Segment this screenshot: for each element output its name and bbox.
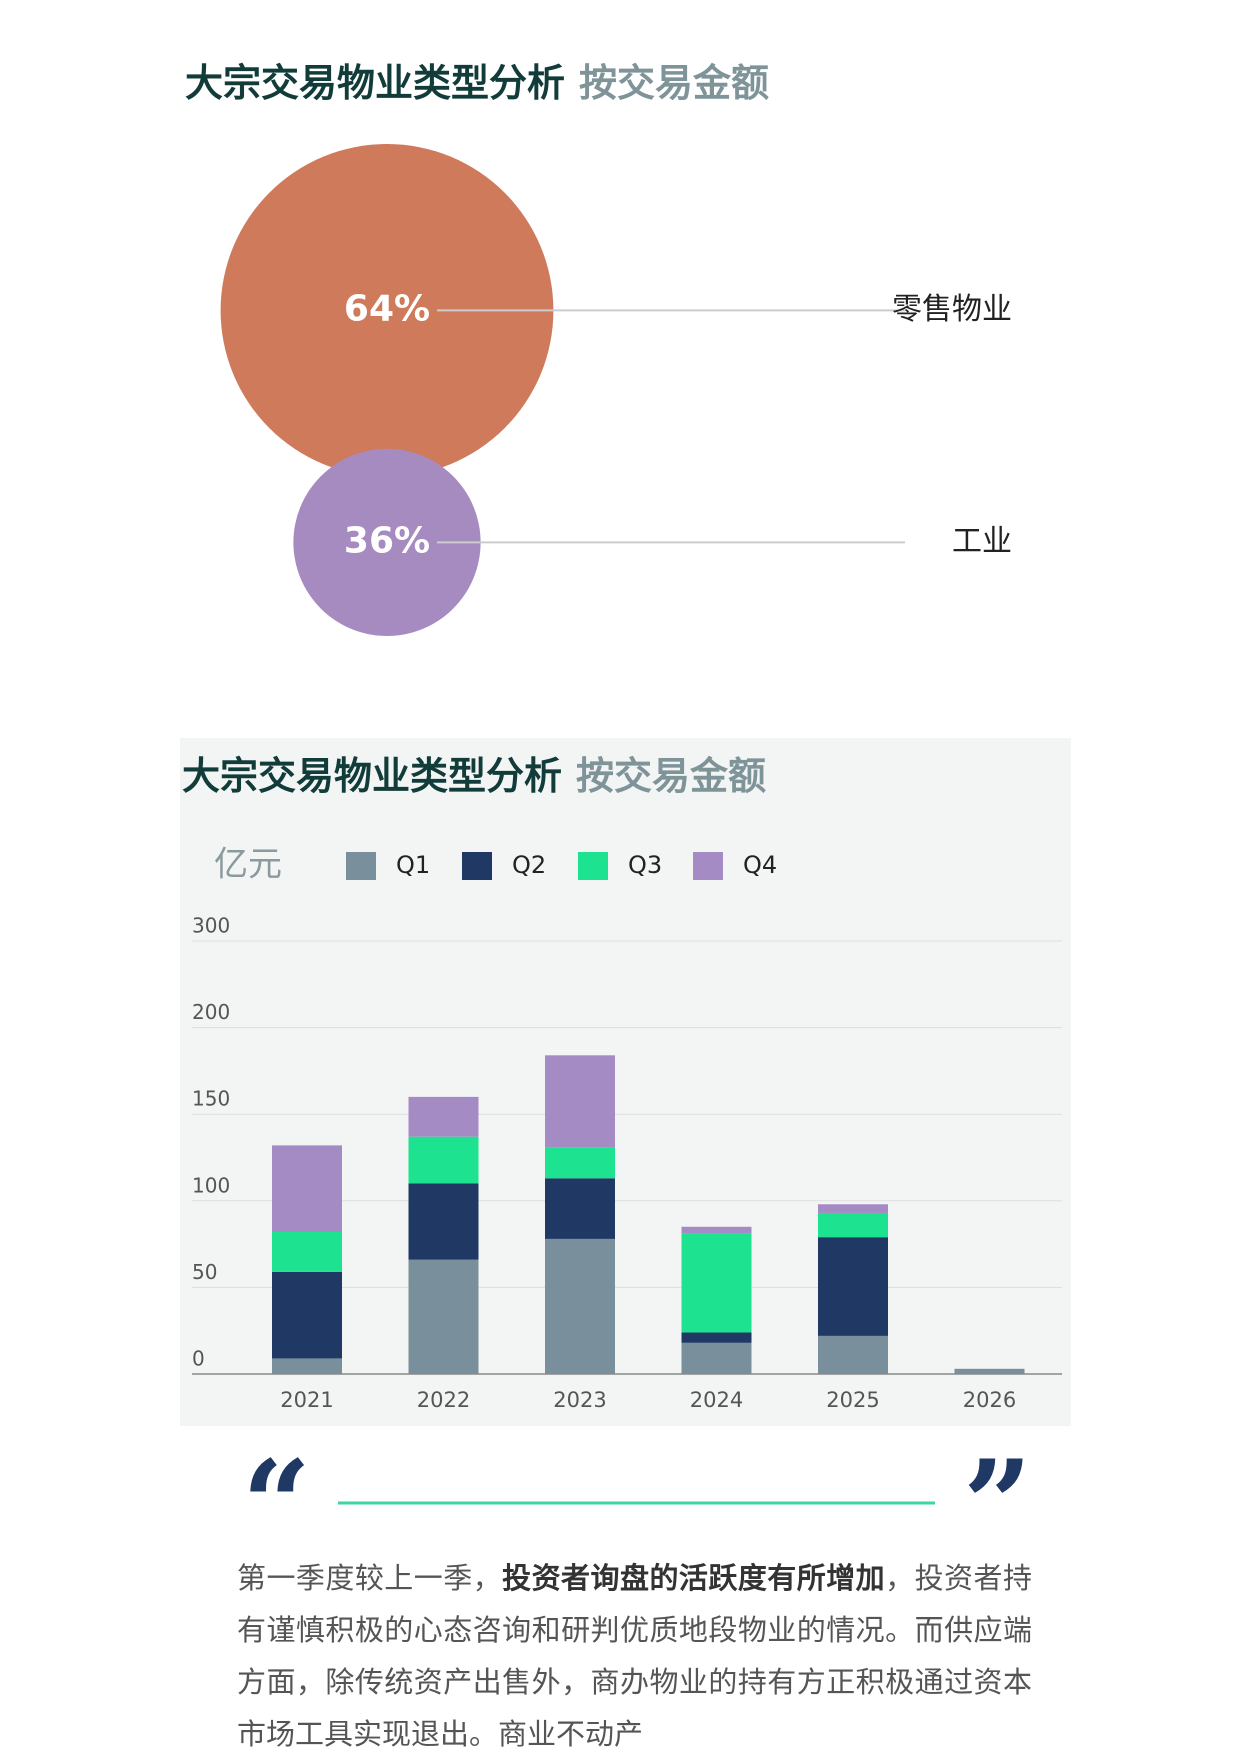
y-axis-label: 亿元 [214, 845, 282, 885]
bar [272, 1231, 342, 1272]
y-tick-label: 0 [192, 1347, 205, 1371]
bar [545, 1055, 615, 1148]
title: 大宗交易物业类型分析 [185, 61, 565, 105]
x-tick-label: 2025 [826, 1388, 879, 1412]
bar [818, 1204, 888, 1213]
bar [818, 1237, 888, 1336]
bubble [293, 448, 481, 636]
category-label: 工业 [952, 524, 1012, 559]
bar [818, 1212, 888, 1238]
bar [408, 1183, 479, 1260]
quote-close: ” [963, 1434, 1032, 1575]
subtitle: 按交易金额 [579, 61, 769, 105]
legend-swatch [578, 852, 608, 880]
legend-label: Q4 [743, 851, 777, 879]
category-label: 零售物业 [892, 292, 1012, 327]
legend-label: Q3 [628, 851, 662, 879]
value-label: 36% [344, 520, 430, 561]
x-tick-label: 2022 [417, 1388, 470, 1412]
bar [545, 1147, 615, 1179]
y-tick-label: 300 [192, 914, 230, 938]
paragraph-text: 投资者询盘的活跃度有所增加 [502, 1561, 886, 1595]
legend-swatch [693, 852, 723, 880]
bar [681, 1226, 752, 1234]
legend-swatch [346, 852, 376, 880]
subtitle: 按交易金额 [576, 754, 766, 798]
paragraph: 第一季度较上一季，投资者询盘的活跃度有所增加，投资者持有谨慎积极的心态咨询和研判… [237, 1552, 1032, 1760]
chart-title: 大宗交易物业类型分析 按交易金额 [182, 754, 766, 798]
bar [681, 1342, 752, 1374]
bar [408, 1259, 479, 1374]
x-tick-label: 2023 [553, 1388, 606, 1412]
bar [681, 1233, 752, 1333]
x-tick-label: 2021 [280, 1388, 333, 1412]
bar [272, 1271, 342, 1359]
bar [545, 1178, 615, 1239]
bar [545, 1238, 615, 1374]
bar [408, 1136, 479, 1184]
paragraph-text: ，投资者持有谨慎积极的心态咨询和研判优质地段物业的情况。而供应端方面，除传统资产… [237, 1561, 1032, 1751]
x-tick-label: 2024 [690, 1388, 743, 1412]
bar [681, 1332, 752, 1343]
title: 大宗交易物业类型分析 [182, 754, 562, 798]
bar [272, 1358, 342, 1374]
chart-title: 大宗交易物业类型分析 按交易金额 [185, 61, 769, 105]
y-tick-label: 200 [192, 1000, 230, 1024]
bar [408, 1096, 479, 1137]
y-tick-label: 100 [192, 1173, 230, 1197]
x-tick-label: 2026 [963, 1388, 1016, 1412]
bar [818, 1335, 888, 1374]
value-label: 64% [344, 288, 430, 329]
paragraph-text: 第一季度较上一季， [237, 1561, 503, 1595]
y-tick-label: 150 [192, 1087, 230, 1111]
y-tick-label: 50 [192, 1260, 217, 1284]
legend-label: Q1 [396, 851, 430, 879]
bar [272, 1145, 342, 1232]
bar [954, 1368, 1025, 1374]
legend-label: Q2 [512, 851, 546, 879]
legend-swatch [462, 852, 492, 880]
bubble [220, 144, 554, 477]
quote-open: “ [242, 1434, 311, 1575]
